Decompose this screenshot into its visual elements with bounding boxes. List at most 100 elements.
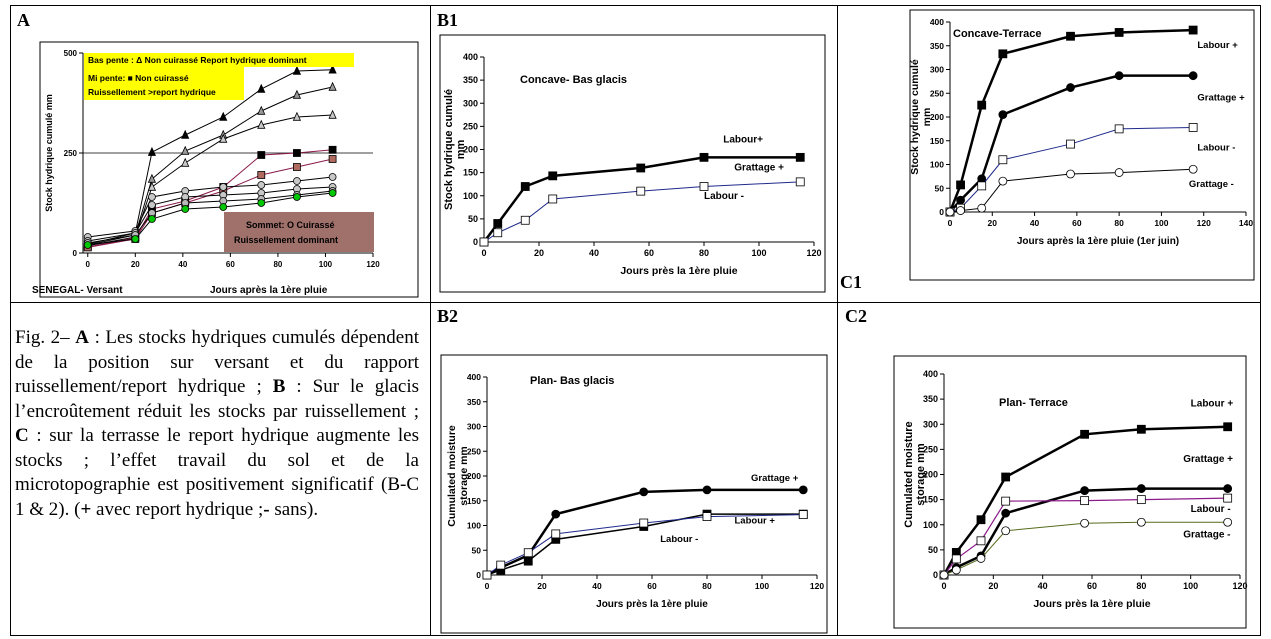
chart-b1-point bbox=[699, 152, 709, 162]
chart-b1-point bbox=[795, 152, 805, 162]
chart-a-point bbox=[219, 133, 228, 143]
chart-b1-x-tick-label: 80 bbox=[699, 248, 709, 258]
chart-c2-point bbox=[1080, 518, 1090, 528]
chart-b1-y-tick-label: 150 bbox=[463, 168, 478, 178]
chart-b1-x-tick-label: 120 bbox=[806, 248, 821, 258]
chart-b2-title: Plan- Bas glacis bbox=[530, 375, 614, 387]
chart-b2-point bbox=[798, 510, 808, 520]
chart-a-point bbox=[147, 146, 157, 156]
chart-b1-y-tick-label: 400 bbox=[463, 52, 478, 62]
chart-a-point bbox=[328, 109, 337, 119]
chart-b2-x-tick-label: 80 bbox=[702, 581, 712, 591]
chart-c1-frame bbox=[909, 9, 1255, 281]
chart-a-series-line bbox=[87, 69, 333, 245]
chart-c2-y-tick-label: 250 bbox=[923, 444, 938, 454]
chart-a-point bbox=[257, 83, 266, 93]
chart-b2: 0 20 40 60 80 100 120 0 50 100 150 200 250 300 350 400 J… bbox=[440, 354, 828, 634]
chart-c1-point bbox=[1114, 168, 1124, 177]
chart-a-point bbox=[219, 203, 228, 211]
caption-cell bbox=[10, 302, 431, 636]
chart-c2: 0 20 40 60 80 100 120 0 50 100 150 200 250 300 350 400 J… bbox=[893, 355, 1248, 629]
chart-b1-y-tick-label: 250 bbox=[463, 121, 478, 131]
chart-a-point bbox=[328, 173, 337, 181]
chart-c2-frame bbox=[893, 355, 1247, 629]
chart-c1-y-tick-label: 200 bbox=[930, 112, 944, 122]
chart-a-annotation-text: Mi pente: ■ Non cuirassé bbox=[88, 73, 189, 83]
chart-c1-y-tick-label: 100 bbox=[930, 160, 944, 170]
chart-c1-x-tick-label: 40 bbox=[1030, 218, 1040, 228]
chart-a-point bbox=[219, 183, 228, 191]
caption-c-label: C bbox=[15, 425, 29, 446]
chart-c1-x-tick-label: 60 bbox=[1072, 218, 1082, 228]
chart-a-point bbox=[181, 145, 190, 155]
chart-c2-point bbox=[1001, 508, 1011, 518]
chart-a-x-tick-label: 60 bbox=[226, 260, 235, 269]
chart-a-point bbox=[148, 215, 156, 223]
chart-b2-point bbox=[639, 487, 649, 497]
panel-a-label: A bbox=[17, 10, 30, 30]
caption-minus: - bbox=[263, 498, 270, 520]
chart-a-point bbox=[257, 181, 266, 189]
chart-a-point bbox=[292, 111, 302, 121]
chart-b2-point bbox=[702, 485, 712, 495]
chart-c1-point bbox=[977, 203, 987, 213]
chart-c1-point bbox=[956, 195, 965, 205]
chart-c2-point bbox=[951, 554, 961, 564]
chart-c1: 0 20 40 60 80 100 120 140 0 50 100 150 200 250 300 350 4… bbox=[909, 9, 1255, 281]
chart-a-point bbox=[219, 111, 228, 121]
chart-c1-y-tick-label: 300 bbox=[930, 65, 944, 75]
chart-c2-series-label: Labour + bbox=[1191, 399, 1234, 410]
caption-a-label: A bbox=[75, 327, 89, 348]
chart-a-point bbox=[328, 81, 337, 91]
chart-a-point bbox=[147, 181, 157, 191]
chart-c2-x-tick-label: 40 bbox=[1038, 581, 1048, 591]
chart-a-point bbox=[292, 89, 302, 99]
chart-b2-y-tick-label: 50 bbox=[472, 545, 482, 555]
chart-a-series-line bbox=[87, 176, 333, 238]
chart-b1-x-tick-label: 60 bbox=[644, 248, 654, 258]
panel-c1-label: C1 bbox=[840, 272, 862, 292]
chart-a-annotation-text: Ruissellement dominant bbox=[234, 235, 338, 245]
chart-b1-x-label: Jours près la 1ère pluie bbox=[620, 265, 737, 277]
panel-b2-label: B2 bbox=[437, 306, 459, 326]
chart-b1-point bbox=[548, 194, 558, 204]
chart-b2-point bbox=[551, 509, 561, 519]
chart-a-annotation-text: Sommet: O Cuirassé bbox=[246, 220, 335, 230]
chart-c1-y-tick-label: 400 bbox=[930, 17, 944, 27]
chart-c1-title: Concave-Terrace bbox=[953, 28, 1041, 40]
chart-c2-x-tick-label: 0 bbox=[941, 581, 946, 591]
panel-b1-label: B1 bbox=[437, 10, 459, 30]
chart-c1-point bbox=[977, 100, 987, 110]
chart-c2-point bbox=[951, 565, 961, 575]
chart-c1-y-label: mm bbox=[921, 108, 933, 127]
chart-a-point bbox=[181, 129, 190, 139]
chart-c2-series-label: Labour - bbox=[1191, 504, 1231, 515]
chart-a-point bbox=[292, 65, 302, 75]
chart-c2-point bbox=[1001, 472, 1011, 482]
chart-a-point bbox=[83, 241, 92, 249]
chart-a-x-tick-label: 20 bbox=[131, 260, 140, 269]
chart-a-point bbox=[181, 157, 190, 167]
chart-b1-y-tick-label: 300 bbox=[463, 98, 478, 108]
chart-a-x-tick-label: 40 bbox=[178, 260, 187, 269]
chart-b1-point bbox=[636, 163, 646, 173]
chart-b1-series-label: Labour+ bbox=[723, 135, 763, 146]
chart-b2-point bbox=[496, 560, 506, 570]
chart-c2-y-tick-label: 200 bbox=[923, 470, 938, 480]
chart-c2-point bbox=[939, 570, 949, 580]
chart-c2-title: Plan- Terrace bbox=[999, 397, 1068, 409]
caption-fig: Fig. 2– bbox=[15, 327, 70, 348]
chart-a-annotation-sommet bbox=[224, 212, 374, 252]
chart-c1-point bbox=[1066, 169, 1075, 179]
chart-c2-y-tick-label: 0 bbox=[933, 570, 938, 580]
chart-a-point bbox=[328, 64, 337, 74]
chart-c1-y-tick-label: 250 bbox=[930, 88, 944, 98]
chart-c2-point bbox=[1080, 486, 1090, 495]
chart-a-annotation-bas-pente bbox=[84, 53, 354, 67]
chart-b1-point bbox=[493, 228, 503, 238]
chart-b1-y-label: mm bbox=[455, 140, 467, 160]
chart-c1-series-label: Grattage - bbox=[1189, 179, 1234, 190]
chart-c2-x-tick-label: 120 bbox=[1232, 581, 1247, 591]
chart-b2-x-tick-label: 100 bbox=[755, 581, 769, 591]
chart-a-y-label: Stock hydrique cumulé mm bbox=[44, 94, 54, 212]
